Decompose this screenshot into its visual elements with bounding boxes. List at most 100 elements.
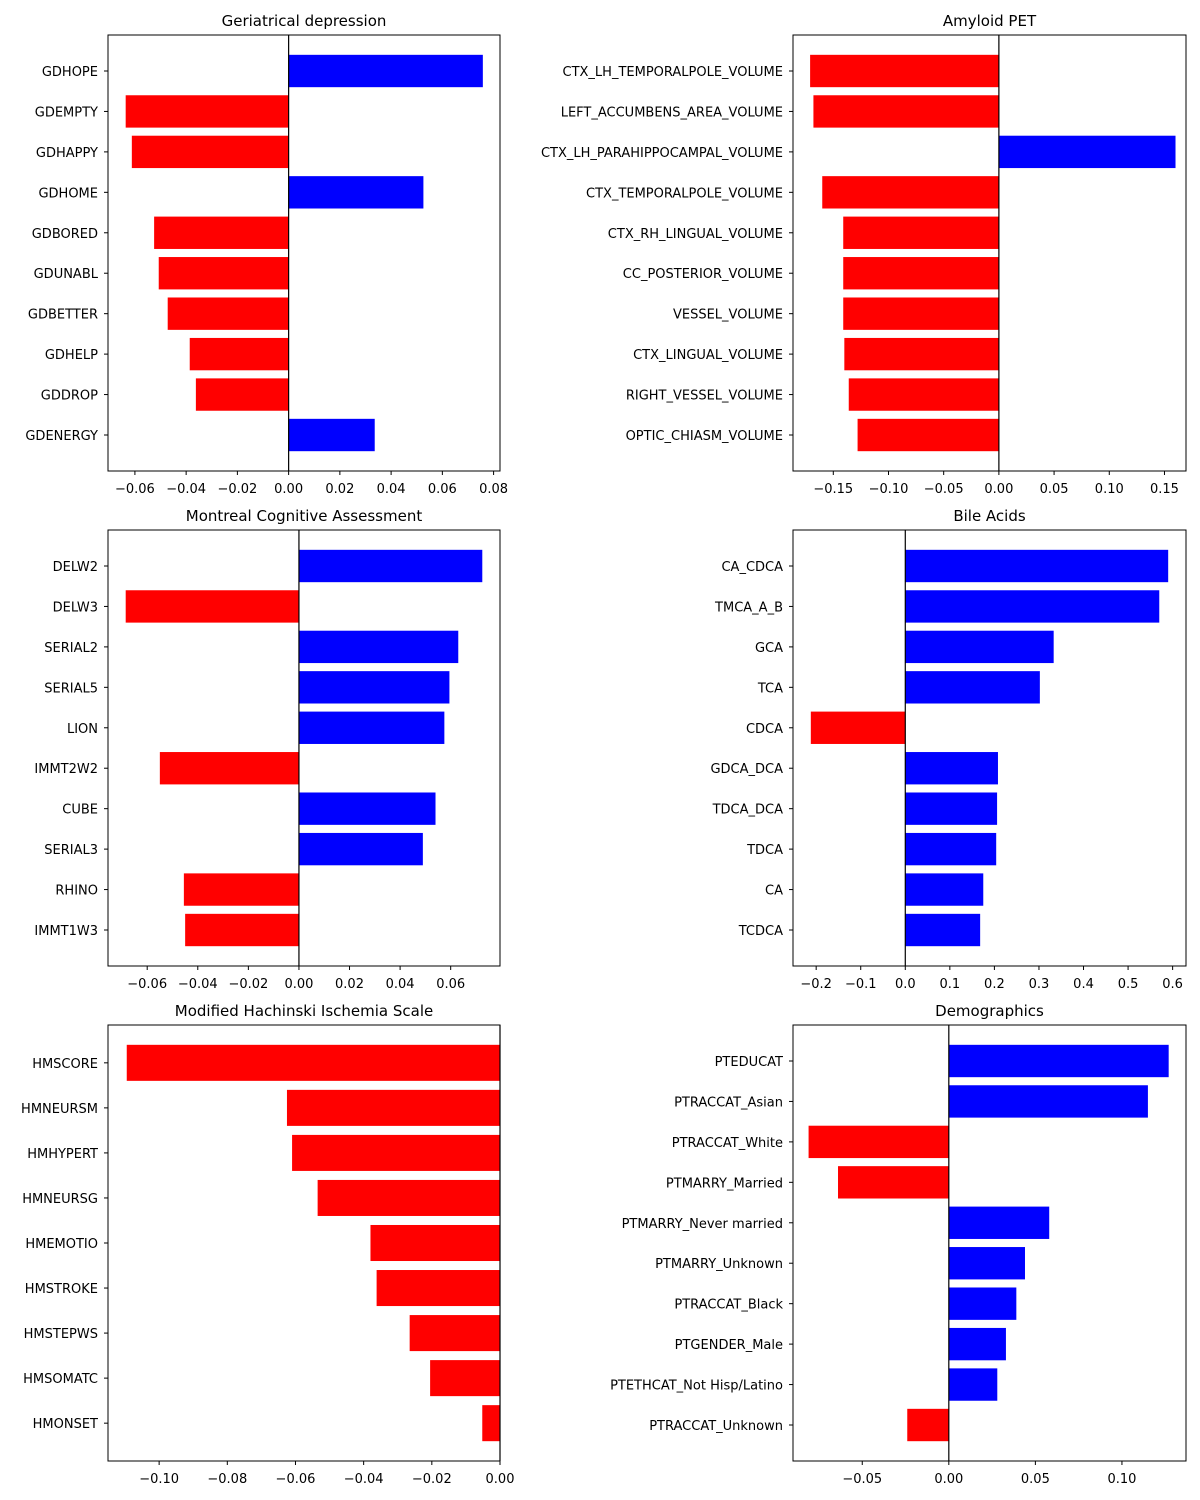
- bar: [131, 135, 289, 169]
- bar: [195, 378, 289, 411]
- bar: [298, 671, 450, 704]
- y-tick-label: PTRACCAT_Asian: [674, 1095, 783, 1110]
- y-tick-label: GDUNABL: [34, 267, 99, 282]
- x-tick-label: 0.04: [386, 977, 415, 992]
- x-tick-label: −0.10: [869, 482, 909, 497]
- bar: [905, 873, 984, 906]
- y-tick-label: SERIAL3: [44, 843, 98, 858]
- chart-title: Demographics: [935, 1002, 1044, 1020]
- y-tick-label: LEFT_ACCUMBENS_AREA_VOLUME: [561, 105, 783, 120]
- y-tick-label: TCA: [757, 681, 783, 696]
- x-tick-label: −0.06: [127, 977, 167, 992]
- x-tick-label: −0.06: [276, 1472, 316, 1487]
- y-tick-label: GDEMPTY: [35, 105, 98, 120]
- bar: [430, 1360, 500, 1397]
- y-tick-label: GCA: [755, 641, 783, 656]
- axes-frame: [792, 34, 1187, 472]
- bar: [905, 832, 997, 866]
- bar: [810, 711, 906, 744]
- x-tick-label: 0.6: [1162, 977, 1183, 992]
- bar: [948, 1085, 1148, 1118]
- x-tick-label: 0.1: [939, 977, 960, 992]
- bar: [948, 1368, 998, 1401]
- y-tick-label: SERIAL5: [44, 681, 98, 696]
- y-tick-label: TDCA: [746, 843, 783, 858]
- y-tick-label: GDHOME: [38, 186, 98, 201]
- y-tick-label: VESSEL_VOLUME: [673, 308, 783, 323]
- bar: [948, 1287, 1017, 1320]
- bar: [317, 1179, 500, 1216]
- bar: [848, 378, 999, 411]
- y-tick-label: CC_POSTERIOR_VOLUME: [623, 267, 783, 282]
- bar: [905, 913, 981, 947]
- x-tick-label: −0.10: [139, 1472, 179, 1487]
- y-tick-label: PTMARRY_Married: [666, 1176, 783, 1191]
- bar: [905, 792, 998, 825]
- x-tick-label: 0.00: [486, 1472, 515, 1487]
- bar: [948, 1247, 1025, 1280]
- bar: [998, 135, 1176, 169]
- x-tick-label: 0.2: [984, 977, 1005, 992]
- bar: [948, 1206, 1050, 1239]
- chart-title: Bile Acids: [953, 507, 1026, 525]
- y-tick-label: HMNEURSM: [21, 1102, 98, 1117]
- y-tick-label: HMSCORE: [32, 1057, 98, 1072]
- bar: [907, 1408, 949, 1442]
- bar: [298, 832, 423, 866]
- bar: [126, 1044, 500, 1081]
- bar: [844, 337, 999, 371]
- bar: [808, 1125, 949, 1159]
- x-tick-label: 0.05: [1040, 482, 1069, 497]
- x-tick-label: −0.05: [924, 482, 964, 497]
- bar: [159, 752, 299, 785]
- y-tick-label: CA_CDCA: [721, 560, 783, 575]
- y-tick-label: CDCA: [746, 722, 783, 737]
- bar: [838, 1166, 949, 1199]
- y-tick-label: OPTIC_CHIASM_VOLUME: [626, 429, 783, 444]
- y-tick-label: HMEMOTIO: [25, 1237, 98, 1252]
- y-tick-label: HMONSET: [33, 1417, 98, 1432]
- x-tick-label: −0.04: [166, 482, 206, 497]
- bar: [298, 792, 436, 825]
- x-tick-label: 0.4: [1073, 977, 1094, 992]
- bar: [185, 913, 299, 947]
- y-tick-label: TMCA_A_B: [714, 600, 783, 615]
- bar: [189, 337, 289, 371]
- axes-frame: [107, 1024, 501, 1462]
- y-tick-label: IMMT2W2: [34, 762, 98, 777]
- y-tick-label: GDHAPPY: [36, 146, 98, 161]
- bar: [183, 873, 299, 906]
- x-tick-label: 0.04: [377, 482, 406, 497]
- bar: [843, 297, 999, 330]
- x-tick-label: 0.3: [1029, 977, 1050, 992]
- bar: [292, 1134, 500, 1171]
- y-tick-label: CTX_LH_TEMPORALPOLE_VOLUME: [563, 65, 784, 80]
- chart-panel-3: Montreal Cognitive Assessment DELW2 DELW3 S…: [34, 507, 501, 992]
- x-tick-label: 0.06: [436, 977, 465, 992]
- bar: [286, 1089, 500, 1126]
- x-tick-label: −0.08: [207, 1472, 247, 1487]
- x-tick-label: 0.00: [984, 482, 1013, 497]
- y-tick-label: PTRACCAT_White: [672, 1136, 783, 1151]
- bar: [376, 1270, 500, 1307]
- bar: [154, 216, 289, 249]
- y-tick-label: PTGENDER_Male: [675, 1338, 783, 1353]
- x-tick-label: −0.04: [344, 1472, 384, 1487]
- y-tick-label: HMNEURSG: [22, 1192, 98, 1207]
- bar: [905, 671, 1040, 704]
- y-tick-label: PTETHCAT_Not Hisp/Latino: [610, 1379, 783, 1394]
- bar: [167, 297, 289, 330]
- x-tick-label: −0.15: [813, 482, 853, 497]
- x-tick-label: −0.1: [845, 977, 877, 992]
- x-tick-label: 0.05: [1021, 1472, 1050, 1487]
- bar: [905, 549, 1169, 583]
- y-tick-label: GDBETTER: [28, 308, 98, 323]
- chart-title: Amyloid PET: [943, 12, 1037, 30]
- x-tick-label: 0.0: [895, 977, 916, 992]
- y-tick-label: SERIAL2: [44, 641, 98, 656]
- y-tick-label: PTRACCAT_Unknown: [649, 1419, 783, 1434]
- chart-panel-1: Geriatrical depression GDHOPE GDEMPTY GDHAP…: [25, 12, 508, 497]
- bar: [857, 418, 999, 452]
- x-tick-label: −0.02: [412, 1472, 452, 1487]
